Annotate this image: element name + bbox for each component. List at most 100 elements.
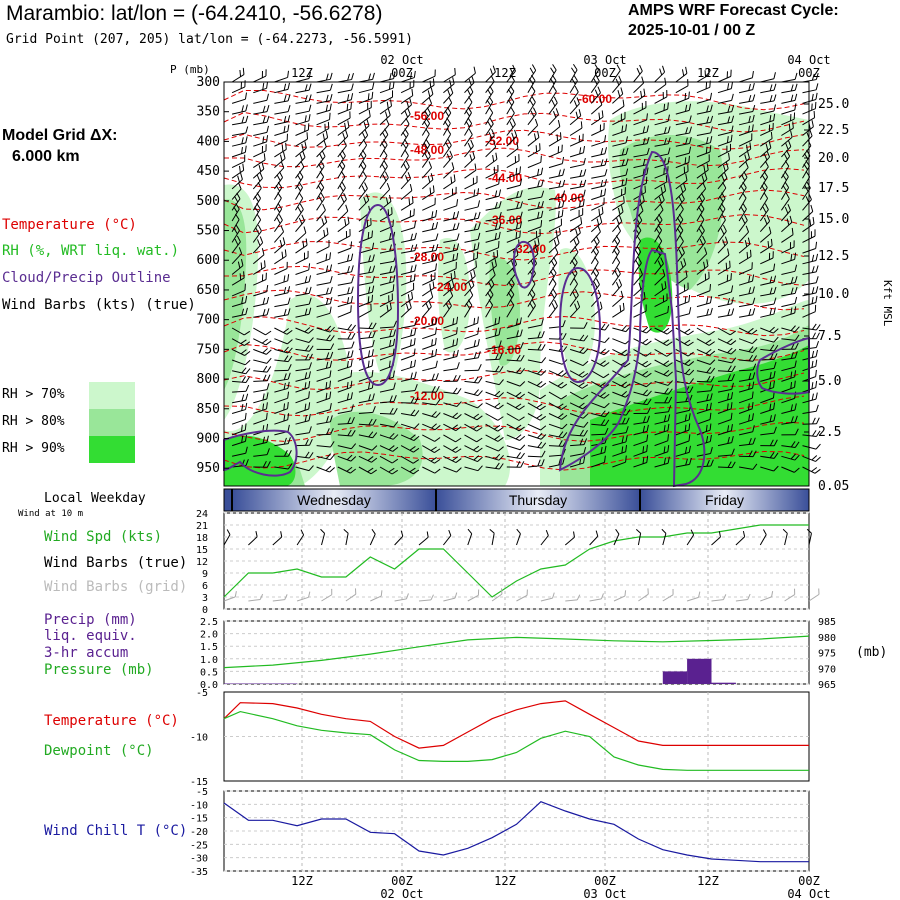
surface-wind-barb-flag — [762, 529, 767, 535]
rh70-label: RH > 70% — [2, 387, 65, 402]
wind-barb-flag — [752, 363, 757, 371]
wind-barb-shaft — [295, 397, 309, 404]
wind-barb-shaft — [485, 123, 494, 136]
wind-barb-flag — [600, 179, 604, 187]
wind-barb — [443, 434, 462, 443]
wind-barb — [696, 145, 712, 158]
wind-barb-flag — [241, 367, 247, 374]
wind-barb-flag — [407, 172, 412, 179]
wind-barb-flag — [486, 99, 492, 106]
wind-barb-flag — [362, 139, 368, 146]
wind-speed-line — [223, 524, 809, 598]
wind-barb-flag — [319, 153, 324, 160]
wind-barb — [231, 327, 251, 336]
wind-barb — [696, 338, 715, 346]
wind-barb-shaft — [443, 323, 457, 329]
wind-barb-shaft — [379, 413, 395, 415]
wind-barb — [506, 423, 525, 432]
wind-barb-flag — [748, 450, 753, 457]
wind-barb — [316, 391, 332, 404]
wind-barb-flag — [531, 299, 536, 306]
wind-barb-flag — [492, 268, 496, 276]
wind-barb-flag — [265, 272, 267, 280]
wind-barb-flag — [663, 327, 670, 333]
wind-barb-flag — [666, 341, 673, 346]
wind-barb — [422, 411, 441, 418]
wind-barb — [274, 381, 290, 393]
wind-barb-flag — [578, 135, 581, 143]
wind-barb-flag — [287, 115, 291, 122]
wind-barb-shaft — [421, 296, 434, 307]
wind-barb-flag — [573, 256, 578, 263]
wind-barb-flag — [625, 445, 628, 452]
wind-barb-shaft — [316, 445, 331, 448]
weekday-label: Friday — [705, 492, 744, 508]
wind-barb — [696, 163, 709, 179]
wind-barb-flag — [794, 415, 798, 423]
wind-barb-flag — [320, 192, 325, 199]
wind-barb-flag — [552, 64, 557, 71]
wind-barb-flag — [557, 370, 564, 376]
wind-barb-flag — [330, 427, 334, 435]
wind-barb-flag — [667, 414, 671, 421]
wind-barb — [337, 305, 352, 318]
wind-barb-flag — [763, 217, 768, 225]
wind-barb-shaft — [802, 126, 814, 136]
wind-barb — [717, 69, 732, 83]
wind-barb-flag — [431, 373, 435, 381]
wind-barb-flag — [477, 456, 483, 462]
wind-barb-flag — [346, 382, 349, 389]
wind-barb-flag — [595, 235, 600, 242]
wind-barb — [696, 366, 716, 374]
wind-barb-flag — [528, 292, 534, 299]
wind-barb-flag — [325, 73, 329, 81]
wind-barb-flag — [287, 124, 290, 132]
precip-bar — [687, 658, 712, 684]
wind-barb-flag — [646, 434, 649, 442]
wind-barb-flag — [245, 459, 249, 466]
wind-barb-shaft — [401, 413, 415, 417]
wind-barb-flag — [790, 381, 793, 389]
wind-barb-shaft — [379, 177, 389, 190]
wind-barb-flag — [431, 222, 435, 230]
wind-barb-shaft — [358, 327, 373, 330]
wind-barb-shaft — [485, 112, 494, 126]
wind-barb-shaft — [231, 338, 245, 346]
wind-barb-flag — [449, 86, 454, 94]
wind-barb-shaft — [443, 391, 458, 395]
wind-barb-flag — [477, 222, 481, 230]
height-tick-label: 17.5 — [818, 181, 849, 196]
wind-barb-flag — [729, 143, 731, 151]
wind-barb-flag — [256, 192, 261, 199]
wind-barb-flag — [391, 207, 393, 214]
wind-barb-shaft — [400, 307, 412, 318]
wind-barb-shaft — [253, 279, 267, 286]
surface-wind-barb-shaft — [735, 536, 745, 546]
wind-barb — [612, 111, 626, 126]
wind-barb-flag — [425, 303, 430, 310]
wind-barb — [591, 110, 604, 126]
wind-barb-flag — [235, 203, 240, 210]
wind-barb-flag — [389, 395, 393, 403]
wind-barb-flag — [742, 203, 747, 210]
wind-barb — [506, 452, 525, 460]
wind-barb — [527, 155, 542, 169]
wind-barb — [295, 226, 307, 243]
wind-barb-flag — [768, 252, 771, 260]
wind-barb-shaft — [654, 120, 669, 126]
wind-barb-flag — [727, 83, 730, 90]
wind-barb-flag — [242, 163, 245, 171]
wind-barb-flag — [535, 230, 538, 238]
wind-barb — [527, 179, 544, 190]
wind-barb-shaft — [379, 105, 392, 115]
rh70-region — [437, 238, 470, 353]
wind-barb — [569, 97, 580, 115]
wind-barb-flag — [325, 265, 329, 273]
wind-barb — [464, 455, 483, 463]
wind-barb-shaft — [422, 204, 436, 211]
wind-barb-flag — [700, 192, 706, 199]
wind-barb-shaft — [717, 254, 730, 265]
wind-barb-shaft — [633, 210, 644, 222]
wind-tick-label: 9 — [202, 569, 208, 580]
wind-barb-shaft — [506, 148, 519, 158]
